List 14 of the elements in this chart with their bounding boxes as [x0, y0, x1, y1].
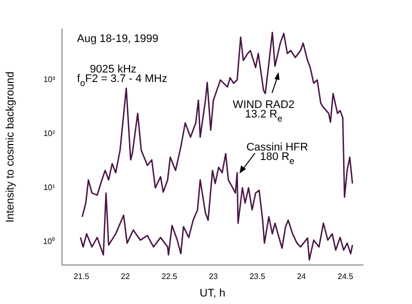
y-axis-title: Intensity to cosmic background	[4, 71, 17, 223]
x-tick-label: 21.5	[74, 272, 90, 282]
annotation: Aug 18-19, 1999	[77, 32, 158, 45]
x-tick-label: 24.5	[338, 272, 354, 282]
x-tick-label: 23	[208, 272, 218, 282]
x-tick-label: 24	[296, 272, 306, 282]
x-tick-label: 22	[120, 272, 130, 282]
y-tick-label: 10²	[43, 129, 56, 138]
x-axis-title: UT, h	[200, 287, 226, 300]
y-tick-label: 10⁰	[43, 236, 55, 246]
y-tick-label: 10¹	[43, 182, 56, 192]
y-tick-label: 10³	[43, 75, 56, 84]
x-tick-label: 23.5	[250, 272, 266, 282]
x-tick-label: 22.5	[162, 272, 178, 282]
